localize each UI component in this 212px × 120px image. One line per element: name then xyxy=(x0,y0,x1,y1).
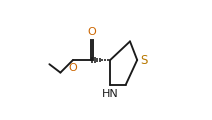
Text: S: S xyxy=(140,54,147,66)
Text: O: O xyxy=(88,27,97,37)
Text: HN: HN xyxy=(102,89,119,99)
Text: O: O xyxy=(69,63,77,73)
